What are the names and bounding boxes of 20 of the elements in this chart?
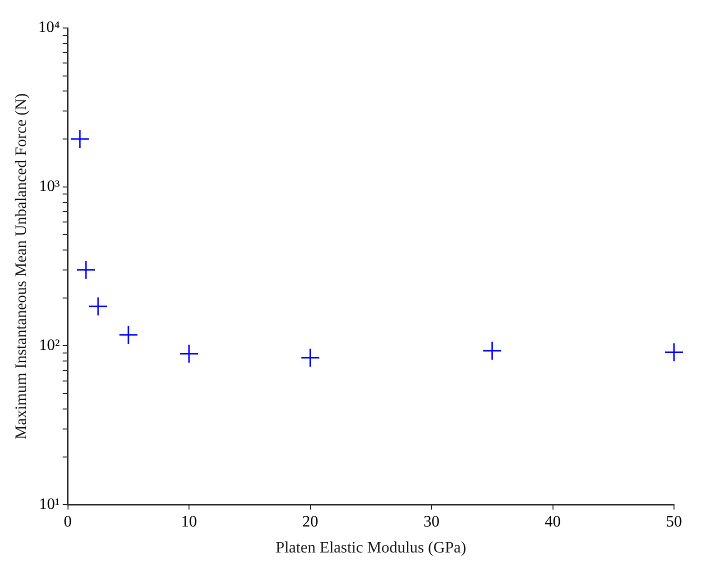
y-tick-label: 10²	[38, 336, 60, 354]
point	[76, 260, 96, 280]
y-tick-label: 10³	[38, 178, 60, 196]
point	[300, 348, 320, 368]
point	[664, 342, 684, 362]
point	[118, 325, 138, 345]
x-tick-label: 10	[181, 513, 198, 530]
x-tick-label: 50	[666, 513, 682, 530]
point	[70, 129, 90, 149]
point	[88, 296, 108, 316]
point	[179, 344, 199, 364]
y-tick-label: 10¹	[38, 496, 60, 513]
y-axis-title: Maximum Instantaneous Mean Unbalanced Force (N)	[12, 93, 30, 440]
x-tick-label: 0	[64, 513, 72, 530]
y-tick-label: 10⁴	[38, 19, 60, 36]
point	[482, 340, 502, 360]
x-axis-title: Platen Elastic Modulus (GPa)	[276, 540, 466, 557]
x-tick-label: 30	[424, 513, 440, 530]
x-tick-label: 40	[544, 513, 561, 530]
x-tick-label: 20	[302, 513, 318, 530]
